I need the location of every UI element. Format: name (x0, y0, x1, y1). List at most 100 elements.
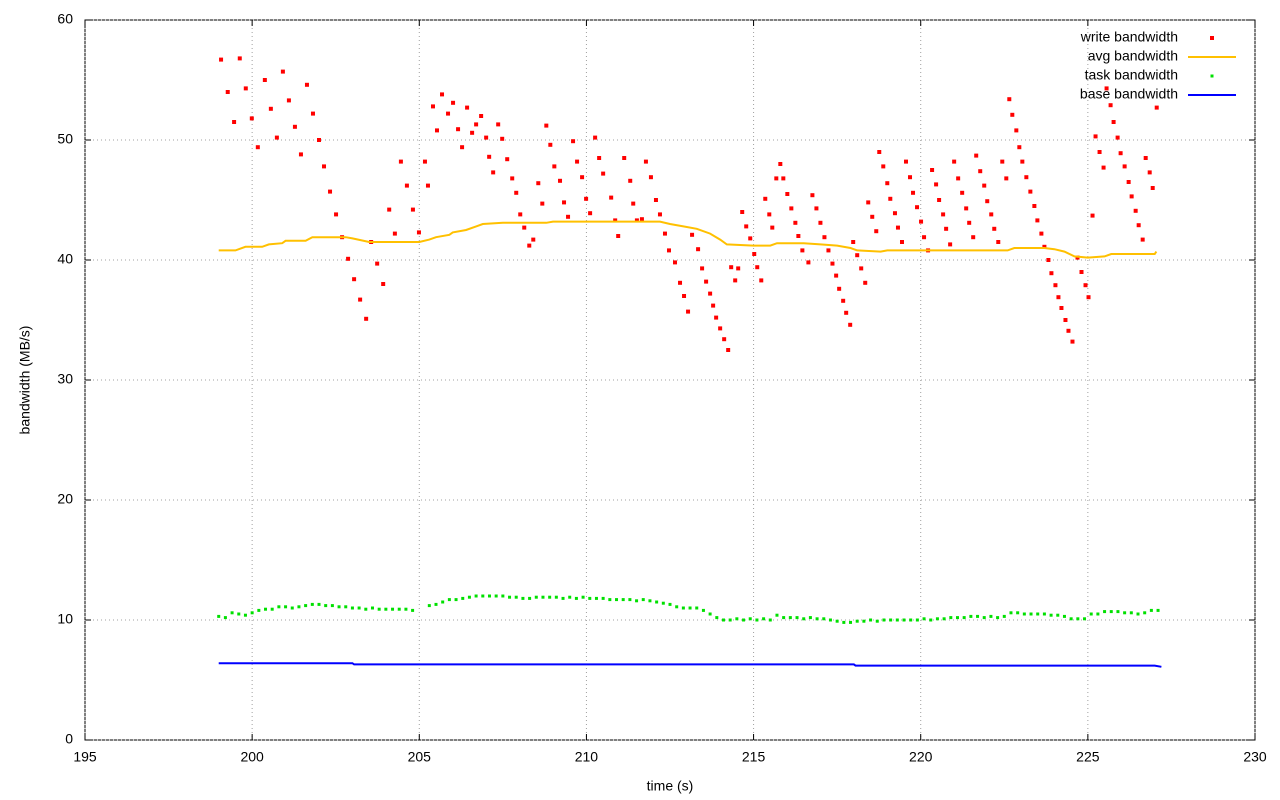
write-point (841, 298, 846, 303)
write-point (690, 232, 695, 237)
write-point (540, 201, 545, 206)
x-tick-label: 210 (575, 749, 599, 765)
write-point (232, 120, 237, 124)
write-point (322, 164, 327, 169)
task-point (909, 618, 913, 622)
write-point (416, 230, 421, 235)
task-point (270, 607, 274, 611)
task-point (594, 596, 598, 600)
task-point (447, 598, 451, 602)
task-point (317, 602, 321, 606)
write-point (304, 82, 309, 87)
task-point (534, 595, 538, 599)
task-point (648, 599, 652, 603)
task-point (364, 607, 368, 611)
task-point (1056, 613, 1060, 617)
task-point (1089, 612, 1093, 616)
write-point (778, 162, 783, 166)
write-point (575, 159, 580, 164)
write-point (774, 176, 779, 181)
write-point (548, 142, 553, 147)
write-point (770, 225, 775, 230)
task-point (762, 617, 766, 621)
task-point (337, 605, 341, 609)
write-point (298, 152, 303, 157)
write-point (1086, 295, 1091, 300)
write-point (1097, 150, 1102, 154)
task-point (755, 618, 759, 622)
y-tick-label: 50 (57, 131, 73, 147)
write-point (522, 225, 527, 230)
task-point (230, 611, 234, 615)
task-point (815, 617, 819, 621)
write-point (375, 261, 380, 266)
write-point (410, 207, 415, 212)
write-point (1042, 244, 1047, 249)
write-point (830, 261, 835, 266)
task-point (250, 611, 254, 615)
write-point (810, 193, 815, 198)
write-point (982, 183, 987, 188)
task-point (862, 619, 866, 623)
write-point (922, 235, 927, 240)
task-point (935, 617, 939, 621)
task-point (284, 605, 288, 609)
write-point (870, 214, 875, 219)
task-point (330, 604, 334, 608)
task-point (675, 605, 679, 609)
legend-label: write bandwidth (1080, 29, 1178, 45)
task-point (721, 618, 725, 622)
write-point (456, 127, 461, 132)
task-point (996, 616, 1000, 620)
write-point (666, 248, 671, 253)
write-point (895, 225, 900, 230)
write-point (634, 218, 639, 223)
write-point (648, 175, 653, 180)
write-point (1133, 208, 1138, 213)
write-point (631, 201, 636, 206)
write-point (881, 164, 886, 169)
task-point (324, 604, 328, 608)
task-point (391, 607, 395, 611)
x-tick-label: 195 (73, 749, 97, 765)
write-point (1024, 175, 1029, 180)
write-point (892, 211, 897, 216)
task-point (404, 607, 408, 611)
write-point (781, 176, 786, 181)
write-point (1049, 271, 1054, 276)
write-point (904, 159, 909, 164)
task-point (802, 617, 806, 621)
write-point (964, 206, 969, 211)
write-point (262, 78, 267, 82)
write-point (930, 168, 935, 172)
legend-label: task bandwidth (1085, 67, 1178, 83)
y-tick-label: 10 (57, 611, 73, 627)
legend-swatch (1210, 36, 1214, 40)
write-point (622, 156, 627, 160)
task-point (842, 620, 846, 624)
y-tick-label: 60 (57, 11, 73, 27)
write-point (387, 207, 392, 212)
write-point (1093, 134, 1098, 139)
task-point (290, 606, 294, 610)
task-point (621, 598, 625, 602)
write-point (536, 181, 541, 186)
task-point (976, 614, 980, 618)
task-point (1156, 608, 1160, 612)
write-point (571, 139, 576, 144)
write-point (255, 145, 260, 150)
write-point (580, 175, 585, 180)
write-point (789, 206, 794, 211)
task-point (434, 602, 438, 606)
write-point (874, 229, 879, 234)
write-point (952, 159, 957, 164)
write-point (755, 265, 760, 270)
task-point (882, 618, 886, 622)
write-point (960, 190, 965, 195)
task-point (581, 595, 585, 599)
write-point (280, 69, 285, 74)
write-point (1000, 159, 1005, 164)
task-point (548, 595, 552, 599)
write-point (613, 218, 618, 223)
write-point (866, 200, 871, 205)
